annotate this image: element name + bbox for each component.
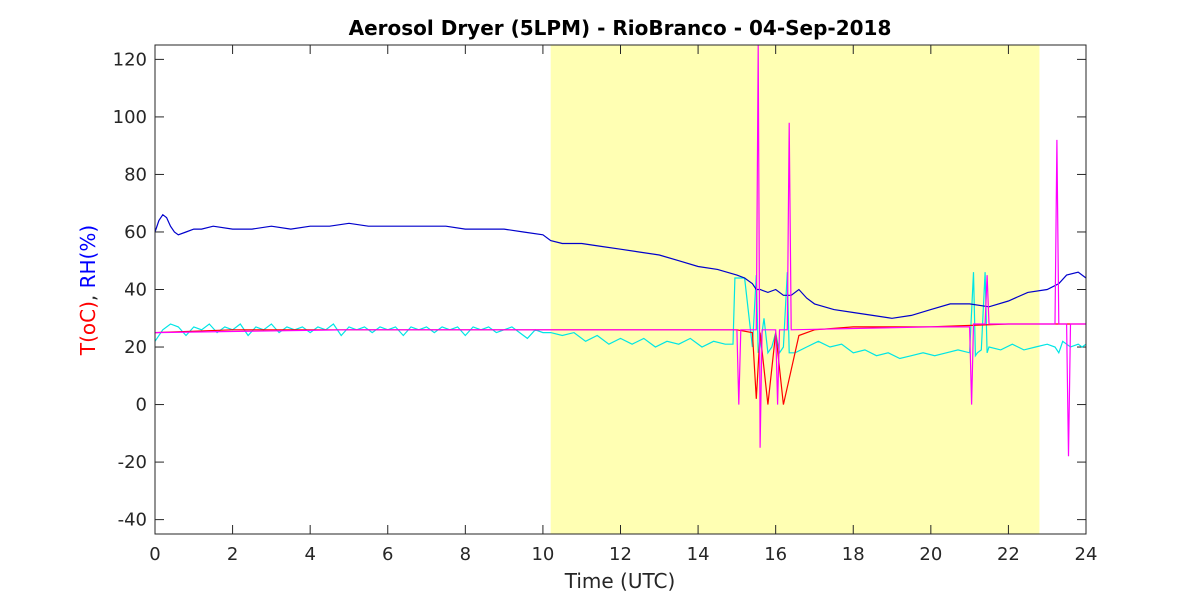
y-tick-label: -40: [118, 510, 147, 531]
daytime-shaded-region: [550, 45, 1040, 534]
y-tick-labels: -40 -20 0 20 40 60 80 100 120: [113, 49, 147, 530]
x-tick-label: 4: [304, 544, 315, 565]
x-tick-label: 2: [227, 544, 238, 565]
y-tick-label: 100: [113, 107, 147, 128]
x-tick-label: 6: [382, 544, 393, 565]
y-tick-label: 120: [113, 49, 147, 70]
x-tick-label: 14: [687, 544, 710, 565]
x-tick-labels: 0 2 4 6 8 10 12 14 16 18 20 22 24: [149, 544, 1097, 565]
x-axis-label: Time (UTC): [564, 569, 676, 593]
x-tick-label: 16: [764, 544, 787, 565]
y-axis-label-part-0: T(oC): [76, 301, 100, 356]
y-axis-label-part-1: ,: [76, 288, 100, 301]
x-tick-label: 24: [1075, 544, 1098, 565]
y-tick-label: 40: [124, 280, 147, 301]
series-layer: [154, 44, 1087, 457]
x-tick-label: 12: [609, 544, 632, 565]
y-tick-label: 80: [124, 164, 147, 185]
y-axis-label: T(oC), RH(%): [76, 225, 100, 356]
y-tick-label: 60: [124, 222, 147, 243]
y-tick-label: -20: [118, 452, 147, 473]
x-tick-label: 20: [919, 544, 942, 565]
axis-ticks: [154, 45, 1087, 534]
series-line-3: [154, 44, 1086, 457]
x-tick-label: 22: [997, 544, 1020, 565]
y-axis-label-part-2: RH(%): [76, 225, 100, 289]
series-line-1: [154, 213, 1087, 319]
x-tick-label: 10: [531, 544, 554, 565]
x-tick-label: 0: [149, 544, 160, 565]
chart-title: Aerosol Dryer (5LPM) - RioBranco - 04-Se…: [349, 16, 892, 40]
x-tick-label: 8: [460, 544, 471, 565]
axes-box: [154, 44, 1087, 535]
y-tick-label: 20: [124, 337, 147, 358]
x-tick-label: 18: [842, 544, 865, 565]
y-tick-label: 0: [136, 395, 147, 416]
